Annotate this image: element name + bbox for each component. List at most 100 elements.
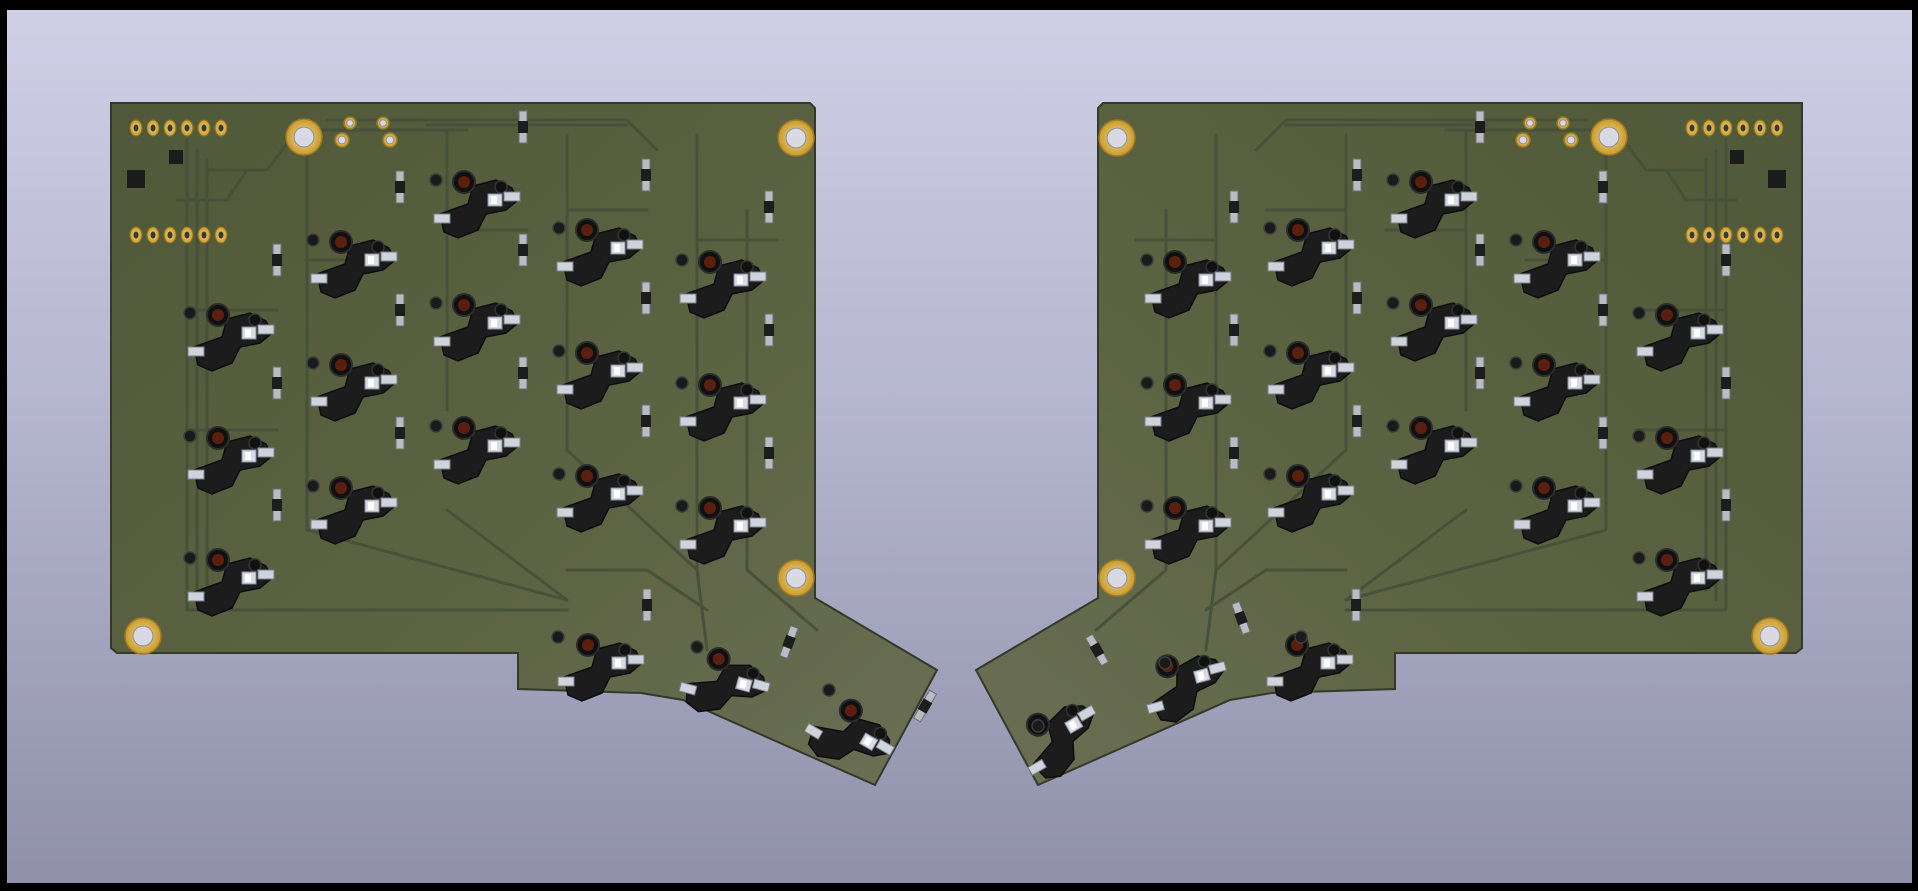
diode: [1475, 110, 1485, 144]
right-switch-c2-r3: [1513, 476, 1601, 545]
diode: [1231, 600, 1251, 636]
diode: [395, 293, 405, 327]
right-traces: [1094, 118, 1738, 652]
3d-viewer-canvas[interactable]: [7, 10, 1912, 883]
diode: [1598, 416, 1608, 450]
small-pad: [382, 132, 398, 148]
diode: [272, 366, 282, 400]
reset-chip: [169, 150, 183, 164]
diode: [1084, 633, 1110, 667]
left-switch-c4-r1: [556, 218, 644, 287]
diode: [1721, 243, 1731, 277]
right-switch-c4-r3: [1267, 464, 1355, 533]
pcb-render: [110, 102, 1803, 787]
header-pin-row: [1685, 226, 1784, 244]
right-switch-c1-r3: [1636, 548, 1724, 617]
header-pin-row: [1685, 119, 1784, 137]
reset-chip: [1730, 150, 1744, 164]
mounting-hole: [1590, 118, 1628, 156]
right-switch-c4-r1: [1267, 218, 1355, 287]
diode: [1229, 436, 1239, 470]
right-switch-c2-r1: [1513, 230, 1601, 299]
header-pin-row: [129, 226, 228, 244]
right-switch-c5-r3: [1144, 496, 1232, 565]
left-switch-c4-r2: [556, 341, 644, 410]
diode: [764, 190, 774, 224]
diode: [1352, 404, 1362, 438]
mounting-hole: [285, 118, 323, 156]
left-switch-c4-r3: [556, 464, 644, 533]
smd-chip: [127, 170, 145, 188]
small-pad: [376, 116, 390, 130]
right-switch-c1-r1: [1636, 303, 1724, 372]
diode: [1351, 588, 1361, 622]
right-switch-c2-r2: [1513, 353, 1601, 422]
mounting-hole: [777, 559, 815, 597]
diode: [1721, 366, 1731, 400]
diode: [1721, 488, 1731, 522]
left-switch-c5-r3: [679, 496, 767, 565]
left-thumb-1: [557, 633, 645, 702]
diode: [1475, 356, 1485, 390]
diode: [395, 170, 405, 204]
right-switch-c3-r3: [1390, 416, 1478, 485]
mounting-hole: [1751, 617, 1789, 655]
small-pad: [1523, 116, 1537, 130]
right-pcb-half: [974, 102, 1803, 787]
diode: [912, 689, 938, 723]
diode: [1475, 233, 1485, 267]
right-components: [1025, 110, 1789, 779]
diode: [1598, 293, 1608, 327]
left-switch-c2-r3: [310, 476, 398, 545]
diode: [764, 313, 774, 347]
mounting-hole: [777, 119, 815, 157]
left-switch-c1-r3: [187, 548, 275, 617]
left-switch-c2-r2: [310, 353, 398, 422]
header-pin-row: [129, 119, 228, 137]
small-pad: [1556, 116, 1570, 130]
left-switch-c3-r2: [433, 293, 521, 362]
diode: [642, 588, 652, 622]
diode: [641, 404, 651, 438]
left-switch-c3-r1: [433, 170, 521, 239]
small-pad: [343, 116, 357, 130]
small-pad: [334, 132, 350, 148]
left-switch-c2-r1: [310, 230, 398, 299]
diode: [518, 356, 528, 390]
diode: [518, 110, 528, 144]
right-switch-c5-r1: [1144, 250, 1232, 319]
diode: [272, 243, 282, 277]
diode: [1229, 190, 1239, 224]
left-switch-c1-r1: [187, 303, 275, 372]
left-pcb-half: [110, 102, 939, 787]
diode: [1352, 281, 1362, 315]
mounting-hole: [1098, 119, 1136, 157]
small-pad: [1515, 132, 1531, 148]
diode: [395, 416, 405, 450]
mounting-hole: [1098, 559, 1136, 597]
mounting-hole: [124, 617, 162, 655]
small-pad: [1563, 132, 1579, 148]
diode: [1229, 313, 1239, 347]
right-switch-c5-r2: [1144, 373, 1232, 442]
left-switch-c5-r2: [679, 373, 767, 442]
right-switch-c3-r2: [1390, 293, 1478, 362]
right-thumb-3: [1025, 703, 1097, 779]
diode: [779, 624, 799, 660]
diode: [518, 233, 528, 267]
diode: [641, 281, 651, 315]
diode: [272, 488, 282, 522]
left-components: [124, 110, 938, 761]
right-switch-c4-r2: [1267, 341, 1355, 410]
diode: [764, 436, 774, 470]
left-thumb-3: [803, 698, 896, 761]
left-switch-c3-r3: [433, 416, 521, 485]
diode: [1352, 158, 1362, 192]
left-switch-c5-r1: [679, 250, 767, 319]
left-switch-c1-r2: [187, 426, 275, 495]
right-switch-c1-r2: [1636, 426, 1724, 495]
left-thumb-2: [678, 647, 771, 713]
right-switch-c3-r1: [1390, 170, 1478, 239]
smd-chip: [1768, 170, 1786, 188]
diode: [641, 158, 651, 192]
